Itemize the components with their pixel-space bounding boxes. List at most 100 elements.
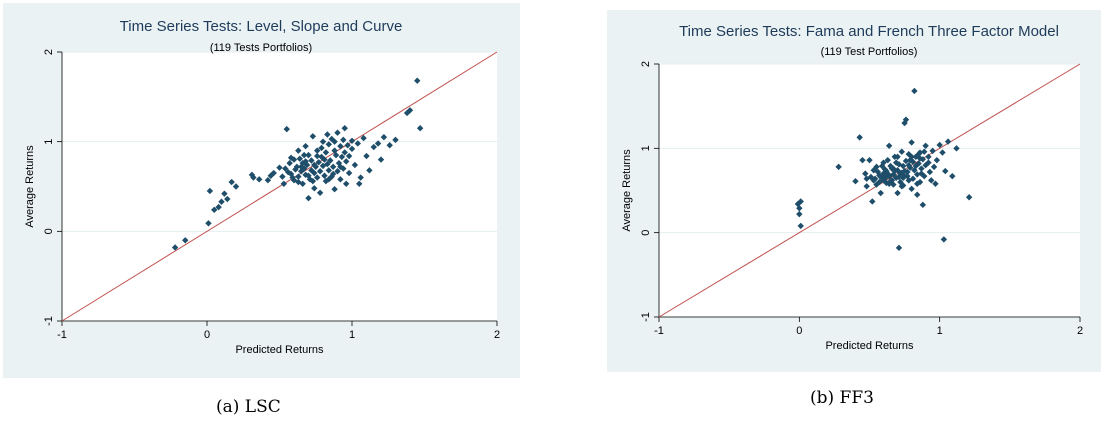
data-point [325, 176, 332, 183]
data-point [341, 149, 348, 156]
data-point [904, 172, 911, 180]
data-point [256, 176, 263, 183]
data-point [892, 159, 900, 166]
data-point [908, 139, 915, 146]
data-point [283, 125, 290, 133]
data-point [311, 161, 318, 169]
data-point [890, 165, 897, 172]
data-point [343, 158, 350, 165]
data-point [892, 174, 900, 182]
data-point [880, 159, 887, 166]
data-point [344, 142, 351, 149]
data-point [890, 181, 897, 188]
data-point [341, 125, 348, 132]
data-point [296, 155, 303, 162]
x-tick-label: 2 [1077, 325, 1083, 337]
data-point [891, 167, 898, 175]
data-point [918, 165, 925, 172]
data-point [325, 141, 332, 148]
data-point [916, 155, 924, 162]
x-tick-label: 0 [796, 325, 802, 337]
data-point [343, 180, 350, 188]
data-point [416, 125, 424, 132]
data-point [797, 198, 804, 205]
y-tick-label: 2 [640, 61, 652, 67]
x-tick-label: 2 [494, 329, 500, 341]
y-axis-label: Average Returns [24, 145, 36, 228]
data-point [315, 159, 322, 166]
data-point [351, 161, 359, 169]
data-point [898, 148, 905, 155]
data-point [370, 143, 377, 151]
data-point [363, 152, 370, 160]
data-point [206, 187, 214, 195]
data-point [332, 151, 340, 159]
data-point [348, 137, 356, 144]
data-point [305, 172, 312, 179]
data-point [919, 201, 927, 209]
reference-line [61, 51, 498, 322]
data-point [925, 153, 932, 160]
data-point [918, 170, 925, 177]
data-point [908, 185, 915, 193]
x-tick-label: 0 [204, 329, 210, 341]
data-point [305, 151, 312, 159]
data-point [302, 158, 309, 165]
data-point [324, 160, 331, 168]
data-point [876, 178, 883, 186]
data-point [325, 167, 332, 174]
data-point [279, 173, 286, 180]
data-point [334, 168, 341, 175]
data-point [319, 138, 327, 145]
data-point [309, 133, 317, 140]
data-point [329, 163, 337, 170]
x-tick-label: 1 [937, 325, 943, 337]
data-point [345, 152, 353, 160]
data-point [932, 180, 939, 187]
data-point [356, 180, 363, 188]
data-point [916, 178, 924, 186]
data-point [295, 173, 302, 180]
data-point [171, 244, 179, 251]
y-tick-label: 0 [43, 228, 55, 234]
data-point [221, 190, 228, 197]
data-point [906, 156, 914, 164]
data-point [345, 169, 353, 177]
data-point [930, 163, 938, 171]
data-point [298, 163, 305, 170]
x-tick-label: -1 [654, 325, 664, 337]
data-point [331, 138, 338, 145]
data-point [406, 107, 414, 114]
reference-line [658, 63, 1081, 318]
data-point [302, 142, 309, 150]
x-tick-label: -1 [57, 329, 67, 341]
data-point [308, 157, 315, 164]
data-point [852, 178, 859, 185]
data-point [884, 170, 891, 177]
data-point [250, 174, 257, 181]
data-point [912, 153, 920, 160]
data-point [299, 180, 306, 188]
data-point [318, 144, 325, 152]
data-point [895, 173, 903, 181]
data-point [305, 194, 312, 202]
data-point [348, 145, 356, 153]
data-point [318, 153, 325, 161]
data-point [324, 131, 331, 138]
data-point [877, 189, 884, 197]
data-point [264, 177, 272, 184]
data-point [224, 195, 231, 203]
data-point [904, 168, 911, 176]
data-point [899, 162, 907, 170]
data-point [316, 189, 324, 196]
data-point [314, 174, 321, 181]
y-tick-label: -1 [640, 312, 652, 322]
data-point [933, 156, 941, 164]
data-point [293, 163, 301, 170]
data-point [228, 178, 235, 186]
data-point [912, 162, 920, 170]
data-point [218, 198, 225, 205]
data-point [232, 183, 240, 190]
data-point [334, 129, 341, 136]
y-tick-label: -1 [43, 316, 55, 326]
